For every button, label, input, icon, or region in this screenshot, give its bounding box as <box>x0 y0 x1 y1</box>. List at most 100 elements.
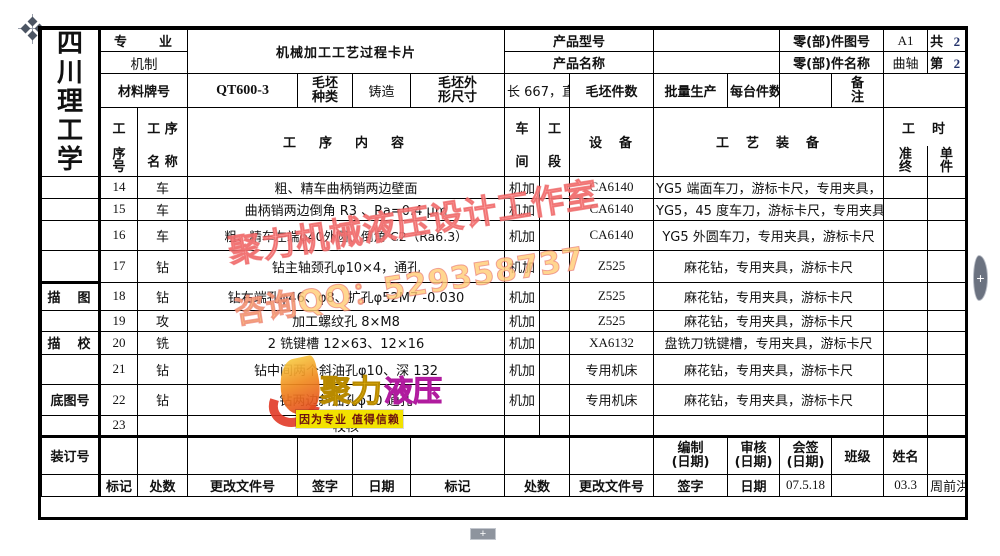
signature-row: 装订号 编制 (日期) 审核 (日期) 会签 (日期) 班级 姓名 <box>41 435 966 475</box>
move-handle-diamond-left <box>20 23 31 34</box>
row-section <box>539 383 571 416</box>
row-section <box>539 353 571 385</box>
sig-blank-1 <box>99 435 138 475</box>
table-row[interactable]: 19 攻 加工螺纹孔 8×M8 机加 Z525 麻花钻，专用夹具，游标卡尺 <box>41 309 967 332</box>
col-unit-time-label: 单件 <box>927 146 967 177</box>
table-row[interactable]: 15 车 曲柄销两边倒角 R3 、Ra=0.4 μm 机加 CA6140 YG5… <box>41 197 967 221</box>
name-value: 周前洪 <box>927 473 967 497</box>
row-workshop: 机加 <box>504 249 541 283</box>
row-content: 加工螺纹孔 8×M8 <box>187 309 506 332</box>
row-equipment: XA6132 <box>569 330 655 355</box>
sig-blank-8 <box>569 435 655 475</box>
row-workshop: 机加 <box>504 175 541 199</box>
row-workshop: 机加 <box>504 353 541 385</box>
school-char-3: 工 <box>56 116 83 147</box>
row-section <box>539 175 571 199</box>
row-workshop: 机加 <box>504 197 541 221</box>
row-no: 16 <box>99 219 138 251</box>
col-equipment-label: 设 备 <box>569 107 655 177</box>
row-content: 钻主轴颈孔φ10×4，通孔 <box>187 249 506 283</box>
move-handle-hline <box>18 28 48 29</box>
side-spacer-2 <box>41 219 101 251</box>
move-handle-icon[interactable] <box>18 14 48 44</box>
row-content: 钻右端孔φ46、φ8、扩孔φ52M7 -0.030 <box>187 281 506 311</box>
col-tooling-label: 工 艺 装 备 <box>653 107 885 177</box>
right-expand-handle[interactable]: + <box>973 255 988 301</box>
row-content: 曲柄销两边倒角 R3 、Ra=0.4 μm <box>187 197 506 221</box>
table-row[interactable]: 底图号 22 钻 钻两边斜油孔φ10 通孔 机加 专用机床 麻花钻，专用夹具，游… <box>41 383 967 416</box>
move-handle-diamond-top <box>27 16 38 27</box>
row-tooling: 盘铣刀铣键槽，专用夹具，游标卡尺 <box>653 330 885 355</box>
col-worktime-label: 工 时 <box>883 107 967 147</box>
move-handle-diamond-bottom <box>27 30 38 41</box>
sig-blank-2 <box>136 435 189 475</box>
row-content: 2 铣键槽 12×63、12×16 <box>187 330 506 355</box>
sidebar-item-ditu-hao: 底图号 <box>41 383 101 416</box>
row-section <box>539 197 571 221</box>
row-content: 钻两边斜油孔φ10 通孔 <box>187 383 506 416</box>
row-equipment <box>569 414 655 438</box>
row-no: 21 <box>99 353 138 385</box>
row-workshop: 机加 <box>504 330 541 355</box>
row-unit-time <box>927 383 967 416</box>
row-unit-time <box>927 249 967 283</box>
rev-signature-1: 签字 <box>297 473 354 497</box>
side-spacer-3 <box>41 249 101 284</box>
row-prep-time <box>883 330 929 355</box>
name-label: 姓名 <box>883 435 929 475</box>
column-header-row-bottom: 序号 名 称 间 段 准终 单件 <box>42 146 967 177</box>
product-model-value <box>653 29 781 52</box>
row-no: 15 <box>99 197 138 221</box>
bottom-expand-handle[interactable]: + <box>470 528 496 540</box>
table-row[interactable]: 16 车 粗、精车左端φ40外圆、倒角 C2（Ra6.3） 机加 CA6140 … <box>41 219 967 251</box>
revision-row: 标记 处数 更改文件号 签字 日期 标记 处数 更改文件号 签字 日期 07.5… <box>41 473 967 497</box>
material-grade-value: QT600-3 <box>187 73 299 108</box>
school-char-1: 川 <box>56 58 83 89</box>
row-prep-time <box>883 219 929 251</box>
row-section <box>539 309 571 332</box>
sig-blank-4 <box>297 435 354 475</box>
row-tooling: 麻花钻，专用夹具，游标卡尺 <box>653 309 885 332</box>
table-row[interactable]: 17 钻 钻主轴颈孔φ10×4，通孔 机加 Z525 麻花钻，专用夹具，游标卡尺 <box>41 249 967 284</box>
row-section <box>539 414 571 438</box>
row-process-name: 铣 <box>136 330 189 355</box>
row-unit-time <box>927 175 967 199</box>
product-name-value <box>653 51 781 74</box>
col-section-label-top: 工 <box>539 107 571 147</box>
row-content: 粗、精车左端φ40外圆、倒角 C2（Ra6.3） <box>187 219 506 251</box>
school-vertical-text: 四 川 理 工 学 <box>44 30 96 175</box>
move-handle-vline <box>32 14 33 44</box>
row-unit-time <box>927 281 967 311</box>
major-value: 机制 <box>98 51 189 74</box>
table-row[interactable]: 23 校核 <box>41 414 967 438</box>
blank-type-value: 铸造 <box>352 73 412 108</box>
process-card-table: 四 川 理 工 学 专 业 机械加工工艺过程卡片 产品型号 零(部)件图号 A1 <box>41 29 967 497</box>
row-equipment: CA6140 <box>569 175 655 199</box>
row-process-name: 钻 <box>136 353 189 385</box>
rev-doc-no-2: 更改文件号 <box>569 473 655 497</box>
row-equipment: 专用机床 <box>569 353 655 385</box>
row-section <box>539 249 571 283</box>
table-row[interactable]: 描 校 20 铣 2 铣键槽 12×63、12×16 机加 XA6132 盘铣刀… <box>41 330 967 355</box>
row-no: 18 <box>99 281 138 311</box>
row-unit-time <box>927 353 967 385</box>
prepared-by-label: 编制 (日期) <box>653 435 729 475</box>
row-tooling: YG5 外圆车刀，专用夹具，游标卡尺 <box>653 219 885 251</box>
table-row[interactable]: 14 车 粗、精车曲柄销两边壁面 机加 CA6140 YG5 端面车刀，游标卡尺… <box>41 175 967 199</box>
total-pages-label: 共 <box>930 35 944 50</box>
row-prep-time <box>883 175 929 199</box>
material-grade-label: 材料牌号 <box>98 73 189 108</box>
row-tooling: 麻花钻，专用夹具，游标卡尺 <box>653 249 885 283</box>
row-section <box>539 219 571 251</box>
product-model-label: 产品型号 <box>504 29 655 52</box>
table-row[interactable]: 描 图 18 钻 钻右端孔φ46、φ8、扩孔φ52M7 -0.030 机加 Z5… <box>41 281 967 311</box>
row-content: 粗、精车曲柄销两边壁面 <box>187 175 506 199</box>
table-row[interactable]: 21 钻 钻中间两个斜油孔φ10、深 132 机加 专用机床 麻花钻，专用夹具，… <box>41 353 967 385</box>
row-no: 19 <box>99 309 138 332</box>
sidebar-item-miaotu: 描 图 <box>41 281 101 311</box>
row-workshop: 机加 <box>504 383 541 416</box>
row-section <box>539 281 571 311</box>
row-equipment: Z525 <box>569 249 655 283</box>
countersigned-by-label: 会签 (日期) <box>779 435 833 475</box>
